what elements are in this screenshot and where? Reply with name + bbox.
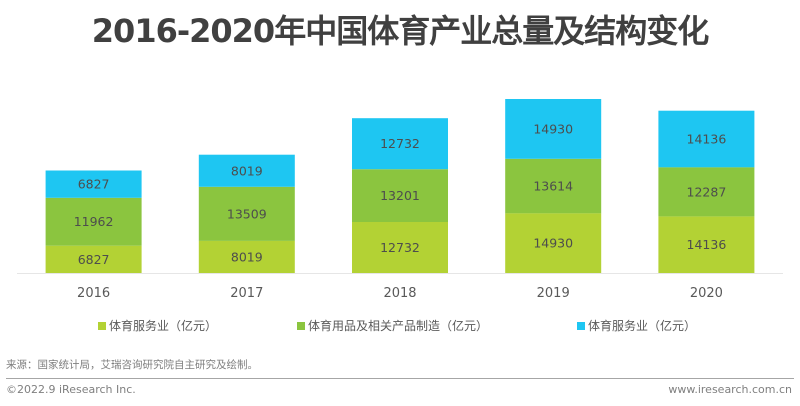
bar-segment-2018-series-1	[352, 169, 448, 222]
footer-divider	[6, 378, 794, 379]
data-label: 12732	[380, 240, 420, 255]
data-label: 14136	[687, 132, 727, 147]
stacked-bar-chart: 6827 11962 6827 2016 8019 13509 8019 2017 12732 1…	[17, 99, 783, 301]
legend-swatch-service-1	[98, 321, 106, 330]
bar-segment-2019-series-2	[505, 99, 602, 159]
website-link[interactable]: www.iresearch.com.cn	[668, 383, 792, 396]
data-label: 6827	[78, 252, 110, 267]
legend: 体育服务业（亿元） 体育用品及相关产品制造（亿元） 体育服务业（亿元）	[0, 317, 800, 335]
legend-item-manufacturing: 体育用品及相关产品制造（亿元）	[297, 317, 488, 334]
data-label: 11962	[74, 214, 114, 229]
bar-segment-2016-series-0	[45, 245, 142, 273]
data-label: 13614	[533, 179, 573, 194]
bar-segment-2017-series-1	[198, 186, 295, 241]
legend-swatch-manufacturing	[297, 321, 305, 330]
bar-segment-2017-series-0	[198, 240, 295, 273]
bar-segment-2017-series-2	[198, 154, 295, 187]
data-label: 14930	[533, 121, 573, 136]
data-label: 8019	[231, 250, 263, 265]
data-label: 14930	[533, 236, 573, 251]
data-label: 6827	[78, 177, 110, 192]
data-label: 13201	[380, 188, 420, 203]
x-tick-label: 2018	[383, 286, 416, 301]
bar-segment-2020-series-0	[658, 216, 755, 273]
data-label: 13509	[227, 206, 267, 221]
data-label: 12732	[380, 136, 420, 151]
x-tick-label: 2019	[537, 286, 570, 301]
x-tick-label: 2017	[230, 286, 263, 301]
legend-label: 体育服务业（亿元）	[109, 319, 218, 333]
data-label: 8019	[231, 163, 263, 178]
bar-segment-2019-series-1	[505, 158, 602, 214]
bar-segment-2019-series-0	[505, 213, 602, 273]
bar-segment-2020-series-1	[658, 167, 755, 217]
legend-swatch-service-2	[577, 321, 585, 330]
copyright: ©2022.9 iResearch Inc.	[6, 383, 136, 396]
data-label: 14136	[687, 237, 727, 252]
legend-item-service-2: 体育服务业（亿元）	[577, 317, 696, 334]
source-note: 来源：国家统计局，艾瑞咨询研究院自主研究及绘制。	[6, 359, 258, 371]
data-label: 12287	[687, 184, 727, 199]
bar-segment-2018-series-0	[352, 222, 448, 273]
bar-segment-2016-series-1	[45, 197, 142, 246]
legend-label: 体育服务业（亿元）	[588, 319, 697, 333]
x-tick-label: 2016	[77, 286, 110, 301]
chart-title: 2016-2020年中国体育产业总量及结构变化	[91, 12, 709, 50]
bar-segment-2018-series-2	[352, 118, 448, 170]
bar-segment-2020-series-2	[658, 110, 755, 168]
x-tick-label: 2020	[690, 286, 723, 301]
legend-label: 体育用品及相关产品制造（亿元）	[308, 319, 489, 333]
legend-item-service-1: 体育服务业（亿元）	[98, 317, 217, 334]
bar-segment-2016-series-2	[45, 170, 142, 198]
